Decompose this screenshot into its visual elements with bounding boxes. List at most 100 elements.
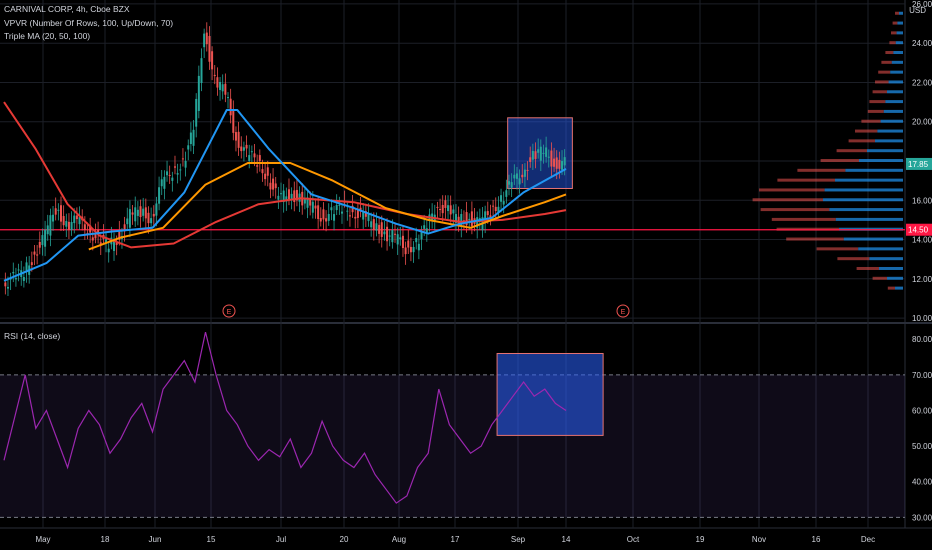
vpvr-up-bar bbox=[887, 90, 903, 94]
vpvr-down-bar bbox=[752, 198, 823, 202]
candle-body bbox=[348, 215, 351, 217]
candle-body bbox=[189, 132, 192, 145]
candle-body bbox=[126, 218, 129, 225]
candle-body bbox=[44, 229, 47, 247]
vpvr-up-bar bbox=[895, 286, 903, 290]
rsi-legend: RSI (14, close) bbox=[4, 331, 61, 341]
candle-body bbox=[489, 215, 492, 219]
price-tick-label: 12.00 bbox=[912, 275, 932, 284]
candle-body bbox=[25, 262, 28, 273]
candle-body bbox=[401, 235, 404, 249]
candle-body bbox=[272, 178, 275, 190]
candle-body bbox=[449, 205, 452, 215]
vpvr-up-bar bbox=[896, 31, 903, 35]
candle-body bbox=[219, 81, 222, 90]
rsi-tick-label: 30.00 bbox=[912, 513, 932, 522]
candle-body bbox=[65, 221, 68, 227]
vpvr-down-bar bbox=[875, 80, 889, 84]
candle-body bbox=[242, 147, 245, 151]
candle-body bbox=[372, 219, 375, 231]
price-tick-label: 14.00 bbox=[912, 236, 932, 245]
candle-body bbox=[508, 181, 511, 185]
candle-body bbox=[128, 209, 131, 228]
earnings-marker-label: E bbox=[227, 309, 232, 316]
candle-body bbox=[447, 205, 450, 212]
candle-body bbox=[492, 205, 495, 207]
candle-body bbox=[266, 167, 269, 176]
vpvr-up-bar bbox=[824, 188, 903, 192]
ma-legend: Triple MA (20, 50, 100) bbox=[4, 31, 91, 41]
candle-body bbox=[354, 216, 357, 219]
earnings-marker-circle bbox=[616, 304, 630, 318]
candle-body bbox=[454, 214, 457, 223]
candle-body bbox=[89, 225, 92, 233]
candle-body bbox=[105, 239, 108, 243]
date-tick-label: Jun bbox=[149, 535, 162, 544]
vpvr-up-bar bbox=[888, 80, 903, 84]
candle-body bbox=[152, 213, 155, 217]
candle-body bbox=[158, 187, 161, 204]
candle-body bbox=[17, 269, 20, 271]
candle-body bbox=[232, 110, 235, 133]
candle-body bbox=[216, 77, 219, 88]
earnings-marker-circle bbox=[222, 304, 236, 318]
candle-body bbox=[168, 174, 171, 176]
candle-body bbox=[78, 217, 81, 225]
candle-body bbox=[245, 144, 248, 149]
candle-body bbox=[407, 240, 410, 248]
candle-body bbox=[208, 35, 211, 62]
candle-body bbox=[380, 222, 383, 237]
candle-body bbox=[531, 150, 534, 160]
date-tick-label: 20 bbox=[340, 535, 349, 544]
candle-body bbox=[553, 158, 556, 167]
vpvr-down-bar bbox=[889, 41, 896, 45]
candle-body bbox=[107, 248, 110, 253]
date-tick-label: 18 bbox=[101, 535, 110, 544]
candle-body bbox=[486, 211, 489, 216]
candle-body bbox=[441, 205, 444, 214]
candle-body bbox=[515, 173, 518, 179]
candle-body bbox=[171, 177, 174, 181]
vpvr-down-bar bbox=[885, 51, 894, 55]
candle-body bbox=[309, 199, 312, 206]
candle-body bbox=[250, 151, 253, 153]
price-tick-label: 26.00 bbox=[912, 0, 932, 9]
date-tick-label: 15 bbox=[207, 535, 216, 544]
candle-body bbox=[423, 225, 426, 229]
vpvr-up-bar bbox=[890, 70, 903, 74]
highlight-box-rsi bbox=[496, 352, 604, 436]
candle-body bbox=[280, 193, 283, 195]
candle-body bbox=[470, 211, 473, 227]
candle-body bbox=[356, 210, 359, 218]
price-tag bbox=[906, 223, 932, 236]
candle-body bbox=[510, 182, 513, 188]
vpvr-down-bar bbox=[856, 266, 879, 270]
price-tag-text: 17.85 bbox=[908, 160, 929, 169]
vpvr-up-bar bbox=[895, 41, 903, 45]
candle-body bbox=[33, 251, 36, 255]
candle-body bbox=[62, 216, 65, 226]
candle-body bbox=[187, 145, 190, 150]
date-tick-label: Dec bbox=[861, 535, 875, 544]
vpvr-up-bar bbox=[843, 237, 903, 241]
vpvr-up-bar bbox=[877, 129, 903, 133]
rsi-tick-label: 70.00 bbox=[912, 371, 932, 380]
vpvr-up-bar bbox=[859, 159, 903, 162]
candle-body bbox=[179, 169, 182, 171]
candle-body bbox=[460, 214, 463, 227]
candle-body bbox=[131, 212, 134, 215]
candle-body bbox=[314, 205, 317, 209]
candle-body bbox=[303, 199, 306, 204]
candle-body bbox=[211, 51, 214, 70]
candle-body bbox=[70, 222, 73, 231]
candle-body bbox=[391, 229, 394, 243]
vpvr-down-bar bbox=[878, 70, 891, 74]
candle-body bbox=[205, 32, 208, 45]
candle-body bbox=[83, 224, 86, 231]
candle-body bbox=[150, 218, 153, 224]
vpvr-down-bar bbox=[861, 119, 881, 123]
candle-body bbox=[290, 193, 293, 199]
candle-body bbox=[237, 131, 240, 148]
candle-body bbox=[335, 205, 338, 211]
candle-body bbox=[547, 156, 550, 158]
